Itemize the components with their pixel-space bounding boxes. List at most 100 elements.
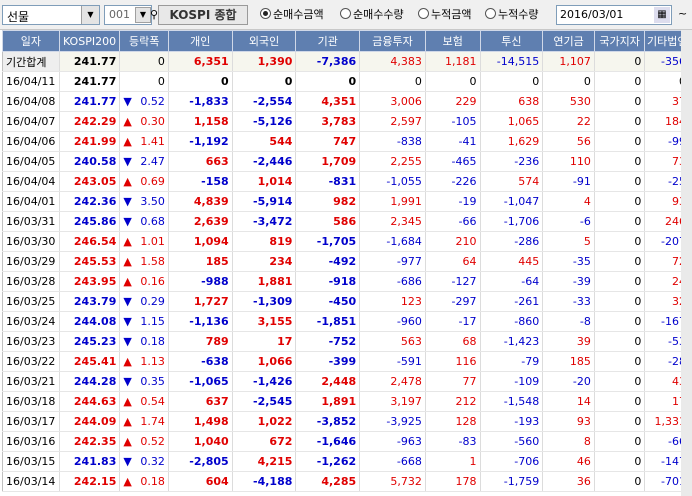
cell-pension: 39 xyxy=(542,331,595,352)
col-header-date[interactable]: 일자 xyxy=(2,30,60,52)
cell-individual: -1,136 xyxy=(168,311,233,332)
change-value: 1.01 xyxy=(140,235,165,248)
table-row[interactable]: 16/03/24 244.08 ▼ 1.15 -1,136 3,155 -1,851 -960… xyxy=(2,311,690,332)
cell-pension: -8 xyxy=(542,311,595,332)
cell-government: 0 xyxy=(594,91,646,112)
triangle-down-icon: ▼ xyxy=(123,195,132,208)
cell-change: ▲ 0.52 xyxy=(119,431,169,452)
col-header-insurance[interactable]: 보험 xyxy=(424,30,481,52)
radio-net-quantity[interactable]: 순매수수량 xyxy=(340,5,404,25)
table-row[interactable]: 16/03/22 245.41 ▲ 1.13 -638 1,066 -399 -591 116-… xyxy=(2,351,690,372)
triangle-up-icon: ▲ xyxy=(123,355,132,368)
cell-pension: 22 xyxy=(542,111,595,132)
table-row[interactable]: 16/03/28 243.95 ▲ 0.16 -988 1,881 -918 -686 -127… xyxy=(2,271,690,292)
cell-financial: 2,478 xyxy=(359,371,426,392)
triangle-up-icon: ▲ xyxy=(123,175,132,188)
cell-kospi200: 245.86 xyxy=(59,211,121,232)
start-date-input[interactable]: 2016/03/01 ▦ xyxy=(556,5,672,25)
table-row[interactable]: 16/03/17 244.09 ▲ 1.74 1,498 1,022 -3,852 -3,92… xyxy=(2,411,690,432)
table-row[interactable]: 16/04/07 242.29 ▲ 0.30 1,158 -5,126 3,783 2,597… xyxy=(2,111,690,132)
cell-foreign: -2,554 xyxy=(232,91,297,112)
code-value: 001 xyxy=(109,8,130,21)
cell-trust: -1,047 xyxy=(480,191,544,212)
cell-institution: -492 xyxy=(295,251,361,272)
col-header-trust[interactable]: 투신 xyxy=(479,30,544,52)
cell-other-corp: -207 xyxy=(644,231,690,252)
triangle-up-icon: ▲ xyxy=(123,395,132,408)
cell-institution: -831 xyxy=(295,171,361,192)
table-row[interactable]: 16/03/18 244.63 ▲ 0.54 637 -2,545 1,891 3,197 21… xyxy=(2,391,690,412)
table-row[interactable]: 16/03/29 245.53 ▲ 1.58 185 234 -492 -977 64 445 -3… xyxy=(2,251,690,272)
col-header-pension[interactable]: 연기금 xyxy=(542,30,595,52)
cell-institution: -1,705 xyxy=(295,231,361,252)
col-header-kospi200[interactable]: KOSPI200 xyxy=(58,30,121,52)
radio-cum-quantity[interactable]: 누적수량 xyxy=(485,5,538,25)
cell-insurance: 229 xyxy=(425,91,481,112)
search-icon[interactable]: ⚲ xyxy=(150,8,159,21)
col-header-foreign[interactable]: 외국인 xyxy=(231,30,297,52)
triangle-down-icon: ▼ xyxy=(123,295,132,308)
table-row[interactable]: 16/03/25 243.79 ▼ 0.29 1,727 -1,309 -450 123 -29… xyxy=(2,291,690,312)
table-row[interactable]: 16/03/31 245.86 ▼ 0.68 2,639 -3,472 586 2,345 -6… xyxy=(2,211,690,232)
cell-government: 0 xyxy=(594,231,646,252)
cell-change: 0 xyxy=(119,71,169,92)
cell-pension: -20 xyxy=(542,371,595,392)
col-header-other-corp[interactable]: 기타법인 xyxy=(644,30,690,52)
cell-government: 0 xyxy=(594,71,646,92)
vertical-scrollbar[interactable] xyxy=(681,30,692,496)
cell-date: 16/03/21 xyxy=(2,371,60,392)
cell-insurance: 1 xyxy=(425,451,481,472)
change-value: 2.47 xyxy=(140,155,165,168)
cell-institution: -1,851 xyxy=(295,311,361,332)
table-row[interactable]: 16/04/06 241.99 ▲ 1.41 -1,192 544 747 -838 -41 1,… xyxy=(2,131,690,152)
cell-trust: -1,706 xyxy=(480,211,544,232)
radio-cum-amount[interactable]: 누적금액 xyxy=(418,5,471,25)
cell-individual: 1,727 xyxy=(168,291,233,312)
col-header-financial[interactable]: 금융투자 xyxy=(359,30,426,52)
col-header-institution[interactable]: 기관 xyxy=(295,30,361,52)
table-row[interactable]: 16/03/14 242.15 ▲ 0.18 604 -4,188 4,285 5,732 17… xyxy=(2,471,690,492)
code-input[interactable]: 001 ▼ xyxy=(104,5,152,25)
cell-trust: -79 xyxy=(480,351,544,372)
table-row[interactable]: 16/03/16 242.35 ▲ 0.52 1,040 672 -1,646 -963 -83… xyxy=(2,431,690,452)
radio-icon xyxy=(260,8,271,19)
table-row[interactable]: 16/04/08 241.77 ▼ 0.52 -1,833 -2,554 4,351 3,00… xyxy=(2,91,690,112)
cell-individual: 637 xyxy=(168,391,233,412)
col-header-government[interactable]: 국가지자 xyxy=(593,30,646,52)
calendar-icon[interactable]: ▦ xyxy=(654,7,670,23)
cell-institution: 982 xyxy=(295,191,361,212)
table-row[interactable]: 16/03/15 241.83 ▼ 0.32 -2,805 4,215 -1,262 -668… xyxy=(2,451,690,472)
chevron-down-icon[interactable]: ▼ xyxy=(135,7,151,23)
chevron-down-icon[interactable]: ▼ xyxy=(81,6,99,24)
cell-change: ▼ 3.50 xyxy=(119,191,169,212)
cell-kospi200: 242.35 xyxy=(59,431,121,452)
summary-row[interactable]: 기간합계 241.77 0 6,351 1,390 -7,386 4,383 1… xyxy=(2,51,690,72)
index-name-button[interactable]: KOSPI 종합 xyxy=(158,5,248,25)
change-value: 0.69 xyxy=(140,175,165,188)
market-select[interactable]: 선물 ▼ xyxy=(2,5,100,25)
cell-change: ▼ 0.68 xyxy=(119,211,169,232)
cell-individual: 663 xyxy=(168,151,233,172)
cell-insurance: -127 xyxy=(425,271,481,292)
table-row[interactable]: 16/04/01 242.36 ▼ 3.50 4,839 -5,914 982 1,991 -1… xyxy=(2,191,690,212)
radio-net-amount[interactable]: 순매수금액 xyxy=(260,5,324,25)
table-row[interactable]: 16/03/23 245.23 ▼ 0.18 789 17 -752 563 68 -1,423 3… xyxy=(2,331,690,352)
triangle-up-icon: ▲ xyxy=(123,135,132,148)
cell-pension: 110 xyxy=(542,151,595,172)
cell-government: 0 xyxy=(594,391,646,412)
cell-institution: -3,852 xyxy=(295,411,361,432)
table-row[interactable]: 16/03/30 246.54 ▲ 1.01 1,094 819 -1,705 -1,684 2… xyxy=(2,231,690,252)
cell-government: 0 xyxy=(594,151,646,172)
cell-institution: -752 xyxy=(295,331,361,352)
table-row[interactable]: 16/04/05 240.58 ▼ 2.47 663 -2,446 1,709 2,255 -4… xyxy=(2,151,690,172)
cell-date: 16/03/24 xyxy=(2,311,60,332)
cell-institution: 1,891 xyxy=(295,391,361,412)
cell-insurance: 64 xyxy=(425,251,481,272)
col-header-individual[interactable]: 개인 xyxy=(167,30,233,52)
col-header-change[interactable]: 등락폭 xyxy=(119,30,169,52)
table-row[interactable]: 16/04/04 243.05 ▲ 0.69 -158 1,014 -831 -1,055 -2… xyxy=(2,171,690,192)
cell-financial: -1,055 xyxy=(359,171,426,192)
cell-insurance: 68 xyxy=(425,331,481,352)
table-row[interactable]: 16/03/21 244.28 ▼ 0.35 -1,065 -1,426 2,448 2,47… xyxy=(2,371,690,392)
